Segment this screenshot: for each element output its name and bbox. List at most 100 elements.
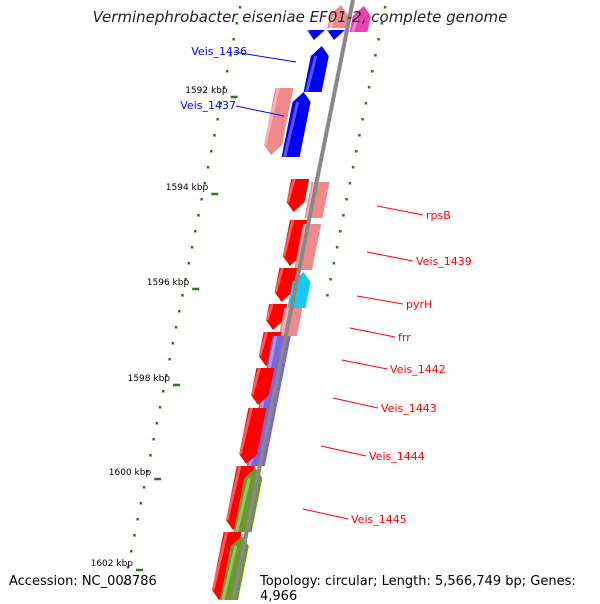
minor-tick (155, 422, 159, 425)
minor-tick (142, 486, 146, 489)
gene-block (307, 30, 325, 40)
minor-tick (171, 342, 175, 345)
gene-label-leaders (233, 51, 424, 520)
minor-tick (326, 294, 329, 297)
gene-label: Veis_1443 (381, 402, 437, 415)
gene-block-highlight (258, 331, 269, 357)
minor-tick (351, 166, 355, 169)
minor-tick (329, 278, 332, 281)
gene-labels: 1592 kbp 1594 kbp 1596 kbp 1598 kbp 1600 kbp… (91, 45, 472, 569)
kbp-label: 1598 kbp (128, 374, 171, 384)
minor-tick (377, 38, 380, 41)
gene-block-highlight (282, 219, 295, 257)
minor-tick (345, 198, 348, 201)
gene-block-highlight (328, 14, 337, 29)
kbp-label: 1594 kbp (166, 183, 209, 193)
minor-tick (229, 54, 232, 57)
gene-block (349, 6, 371, 32)
minor-tick (184, 278, 187, 281)
minor-tick (181, 294, 184, 297)
minor-tick (174, 326, 178, 329)
gene-block (274, 268, 298, 302)
gene-label: Veis_1444 (369, 450, 425, 463)
gene-leader (302, 508, 349, 520)
minor-tick (130, 550, 133, 553)
minor-tick (200, 198, 203, 201)
gene-block-highlight (265, 303, 274, 321)
minor-tick (383, 6, 387, 9)
gene-leader (356, 295, 404, 305)
minor-tick (162, 390, 165, 393)
minor-tick (374, 54, 377, 57)
minor-tick (380, 22, 384, 25)
gene-block (266, 304, 288, 330)
minor-tick (371, 70, 374, 73)
minor-tick (168, 358, 171, 361)
kbp-label: 1596 kbp (147, 278, 190, 288)
gene-leader (376, 205, 424, 216)
minor-tick (367, 86, 371, 89)
gene-block-highlight (305, 55, 318, 93)
gene-block-highlight (211, 531, 229, 591)
gene-block-highlight (283, 101, 300, 158)
gene-label: frr (398, 331, 411, 344)
minor-tick (358, 134, 361, 137)
minor-tick (194, 230, 197, 233)
minor-tick (232, 38, 235, 41)
gene-block (251, 368, 275, 405)
minor-tick (348, 182, 352, 185)
minor-tick (136, 518, 139, 521)
minor-tick (339, 230, 342, 233)
minor-tick (187, 262, 191, 265)
minor-tick (146, 470, 149, 473)
gene-block-highlight (274, 267, 284, 293)
kbp-label: 1602 kbp (91, 559, 134, 569)
minor-tick (235, 22, 239, 25)
minor-tick (361, 118, 364, 121)
minor-tick (332, 262, 336, 265)
minor-tick (238, 6, 242, 9)
minor-tick (190, 246, 194, 249)
gene-block-highlight (250, 367, 261, 396)
gene-label: pyrH (406, 298, 432, 311)
gene-block-highlight (263, 87, 280, 146)
kbp-tick-marks (123, 6, 387, 585)
gene-block-highlight (286, 178, 296, 203)
minor-tick (222, 86, 226, 89)
minor-tick (197, 214, 200, 217)
accession-label: Accession: NC_008786 (9, 574, 157, 589)
gene-leader (341, 359, 388, 370)
gene-block (327, 5, 348, 28)
gene-label: Veis_1436 (191, 45, 247, 58)
minor-tick (206, 166, 210, 169)
minor-tick (364, 102, 368, 105)
minor-tick (226, 70, 229, 73)
minor-tick (123, 582, 127, 585)
gene-block (264, 88, 294, 155)
minor-tick (149, 454, 152, 457)
minor-tick (152, 438, 155, 441)
minor-tick (178, 310, 181, 313)
minor-tick (355, 150, 358, 153)
gene-block-highlight (351, 15, 360, 33)
gene-block-highlight (221, 545, 238, 600)
minor-tick (133, 534, 136, 537)
gene-block-highlight (235, 477, 251, 533)
minor-tick (139, 502, 143, 505)
minor-tick (219, 102, 223, 105)
minor-tick (213, 134, 216, 137)
gene-leader (366, 251, 414, 262)
kbp-label: 1600 kbp (109, 468, 152, 478)
gene-leader (349, 327, 396, 338)
gene-block-highlight (225, 465, 242, 521)
gene-leader (320, 445, 367, 457)
gene-leader (332, 397, 379, 409)
gene-label: rpsB (426, 209, 451, 222)
minor-tick (335, 246, 339, 249)
minor-tick (126, 566, 130, 569)
minor-tick (342, 214, 345, 217)
gene-block (327, 30, 345, 40)
gene-label: Veis_1437 (180, 99, 236, 112)
minor-tick (216, 118, 219, 121)
